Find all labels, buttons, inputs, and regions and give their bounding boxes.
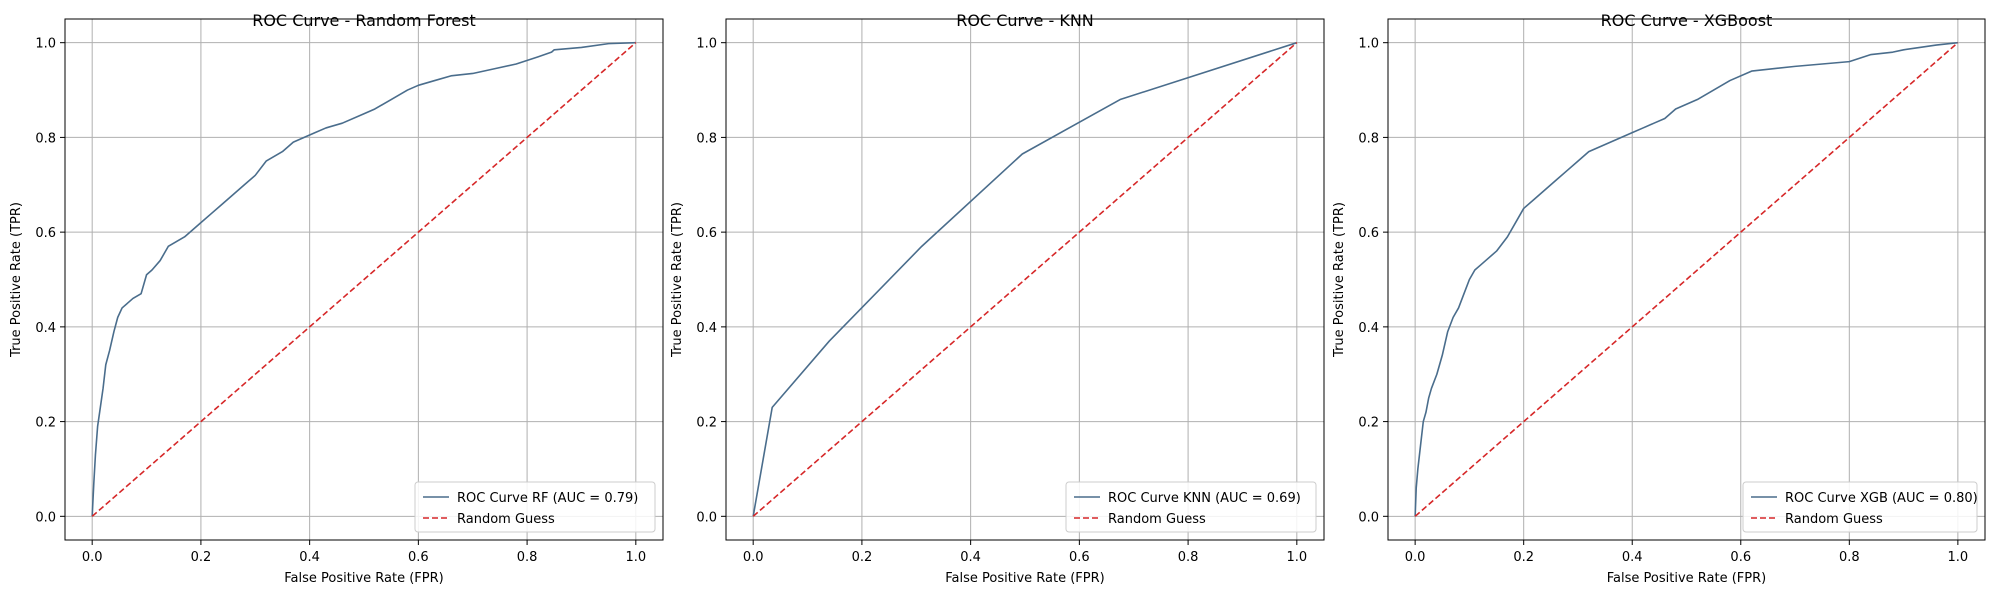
random-guess-line: [1414, 42, 1959, 517]
x-tick-label: 1.0: [625, 550, 646, 565]
chart-title: ROC Curve - KNN: [956, 11, 1094, 30]
plot-frame: [64, 18, 664, 541]
x-tick-label: 0.2: [191, 550, 212, 565]
chart-panel-1: 0.0 0.2 0.4 0.6 0.8 1.0 0.0 0.2 0.4 0.6 0.8 1.0 ROC …: [9, 11, 664, 586]
legend-box: [1065, 481, 1317, 533]
y-tick-label: 0.2: [35, 416, 56, 431]
y-tick-label: 1.0: [696, 37, 717, 52]
y-tick-label: 0.4: [696, 321, 717, 336]
random-guess-line: [752, 42, 1298, 517]
random-guess-line: [91, 42, 637, 517]
y-tick-label: 0.8: [1358, 131, 1379, 146]
y-tick-label: 0.8: [35, 131, 56, 146]
x-tick-label: 0.4: [1622, 550, 1643, 565]
x-tick-label: 0.4: [960, 550, 981, 565]
plot-frame: [1387, 18, 1986, 541]
legend-entry: ROC Curve KNN (AUC = 0.69): [1108, 491, 1301, 506]
x-axis-label: False Positive Rate (FPR): [945, 571, 1104, 586]
roc-curve-line: [91, 41, 636, 517]
y-tick-label: 0.2: [696, 416, 717, 431]
x-tick-label: 0.8: [1178, 550, 1199, 565]
y-tick-label: 0.4: [1358, 321, 1379, 336]
y-tick-label: 0.0: [35, 510, 56, 525]
x-axis-label: False Positive Rate (FPR): [1607, 571, 1766, 586]
y-tick-label: 0.0: [1358, 510, 1379, 525]
y-axis-label: True Positive Rate (TPR): [9, 202, 24, 358]
legend-entry: Random Guess: [457, 512, 555, 527]
x-tick-label: 0.0: [82, 550, 103, 565]
x-tick-label: 1.0: [1948, 550, 1969, 565]
x-tick-label: 0.6: [1069, 550, 1090, 565]
x-axis-label: False Positive Rate (FPR): [284, 571, 443, 586]
y-tick-label: 0.4: [35, 321, 56, 336]
y-tick-label: 0.6: [35, 226, 56, 241]
legend: ROC Curve XGB (AUC = 0.80) Random Guess: [1742, 481, 1978, 533]
x-tick-label: 0.2: [852, 550, 873, 565]
legend-box: [1742, 481, 1978, 533]
y-axis-label: True Positive Rate (TPR): [1332, 202, 1347, 358]
roc-curve-line: [1414, 41, 1958, 517]
legend-box: [414, 481, 656, 533]
chart-title: ROC Curve - Random Forest: [252, 11, 476, 30]
x-tick-label: 1.0: [1286, 550, 1307, 565]
x-tick-label: 0.4: [299, 550, 320, 565]
y-tick-label: 0.6: [1358, 226, 1379, 241]
y-tick-label: 1.0: [1358, 37, 1379, 52]
legend-entry: Random Guess: [1785, 512, 1883, 527]
y-tick-label: 0.0: [696, 510, 717, 525]
plot-frame: [725, 18, 1325, 541]
y-axis-label: True Positive Rate (TPR): [670, 202, 685, 358]
x-tick-label: 0.2: [1513, 550, 1534, 565]
y-tick-label: 1.0: [35, 37, 56, 52]
chart-panel-3: 0.0 0.2 0.4 0.6 0.8 1.0 0.0 0.2 0.4 0.6 0.8 1.0 ROC …: [1332, 11, 1986, 586]
legend-entry: ROC Curve RF (AUC = 0.79): [457, 491, 638, 506]
y-tick-label: 0.6: [696, 226, 717, 241]
chart-panel-2: 0.0 0.2 0.4 0.6 0.8 1.0 0.0 0.2 0.4 0.6 0.8 1.0 ROC …: [670, 11, 1325, 586]
x-tick-label: 0.8: [1839, 550, 1860, 565]
roc-curve-line: [752, 41, 1298, 517]
x-tick-label: 0.6: [1730, 550, 1751, 565]
legend-entry: ROC Curve XGB (AUC = 0.80): [1785, 491, 1978, 506]
legend-entry: Random Guess: [1108, 512, 1206, 527]
legend: ROC Curve RF (AUC = 0.79) Random Guess: [414, 481, 656, 533]
chart-title: ROC Curve - XGBoost: [1601, 11, 1773, 30]
x-tick-label: 0.0: [743, 550, 764, 565]
x-tick-label: 0.8: [517, 550, 538, 565]
x-tick-label: 0.0: [1405, 550, 1426, 565]
y-tick-label: 0.8: [696, 131, 717, 146]
y-tick-label: 0.2: [1358, 416, 1379, 431]
x-tick-label: 0.6: [408, 550, 429, 565]
legend: ROC Curve KNN (AUC = 0.69) Random Guess: [1065, 481, 1317, 533]
